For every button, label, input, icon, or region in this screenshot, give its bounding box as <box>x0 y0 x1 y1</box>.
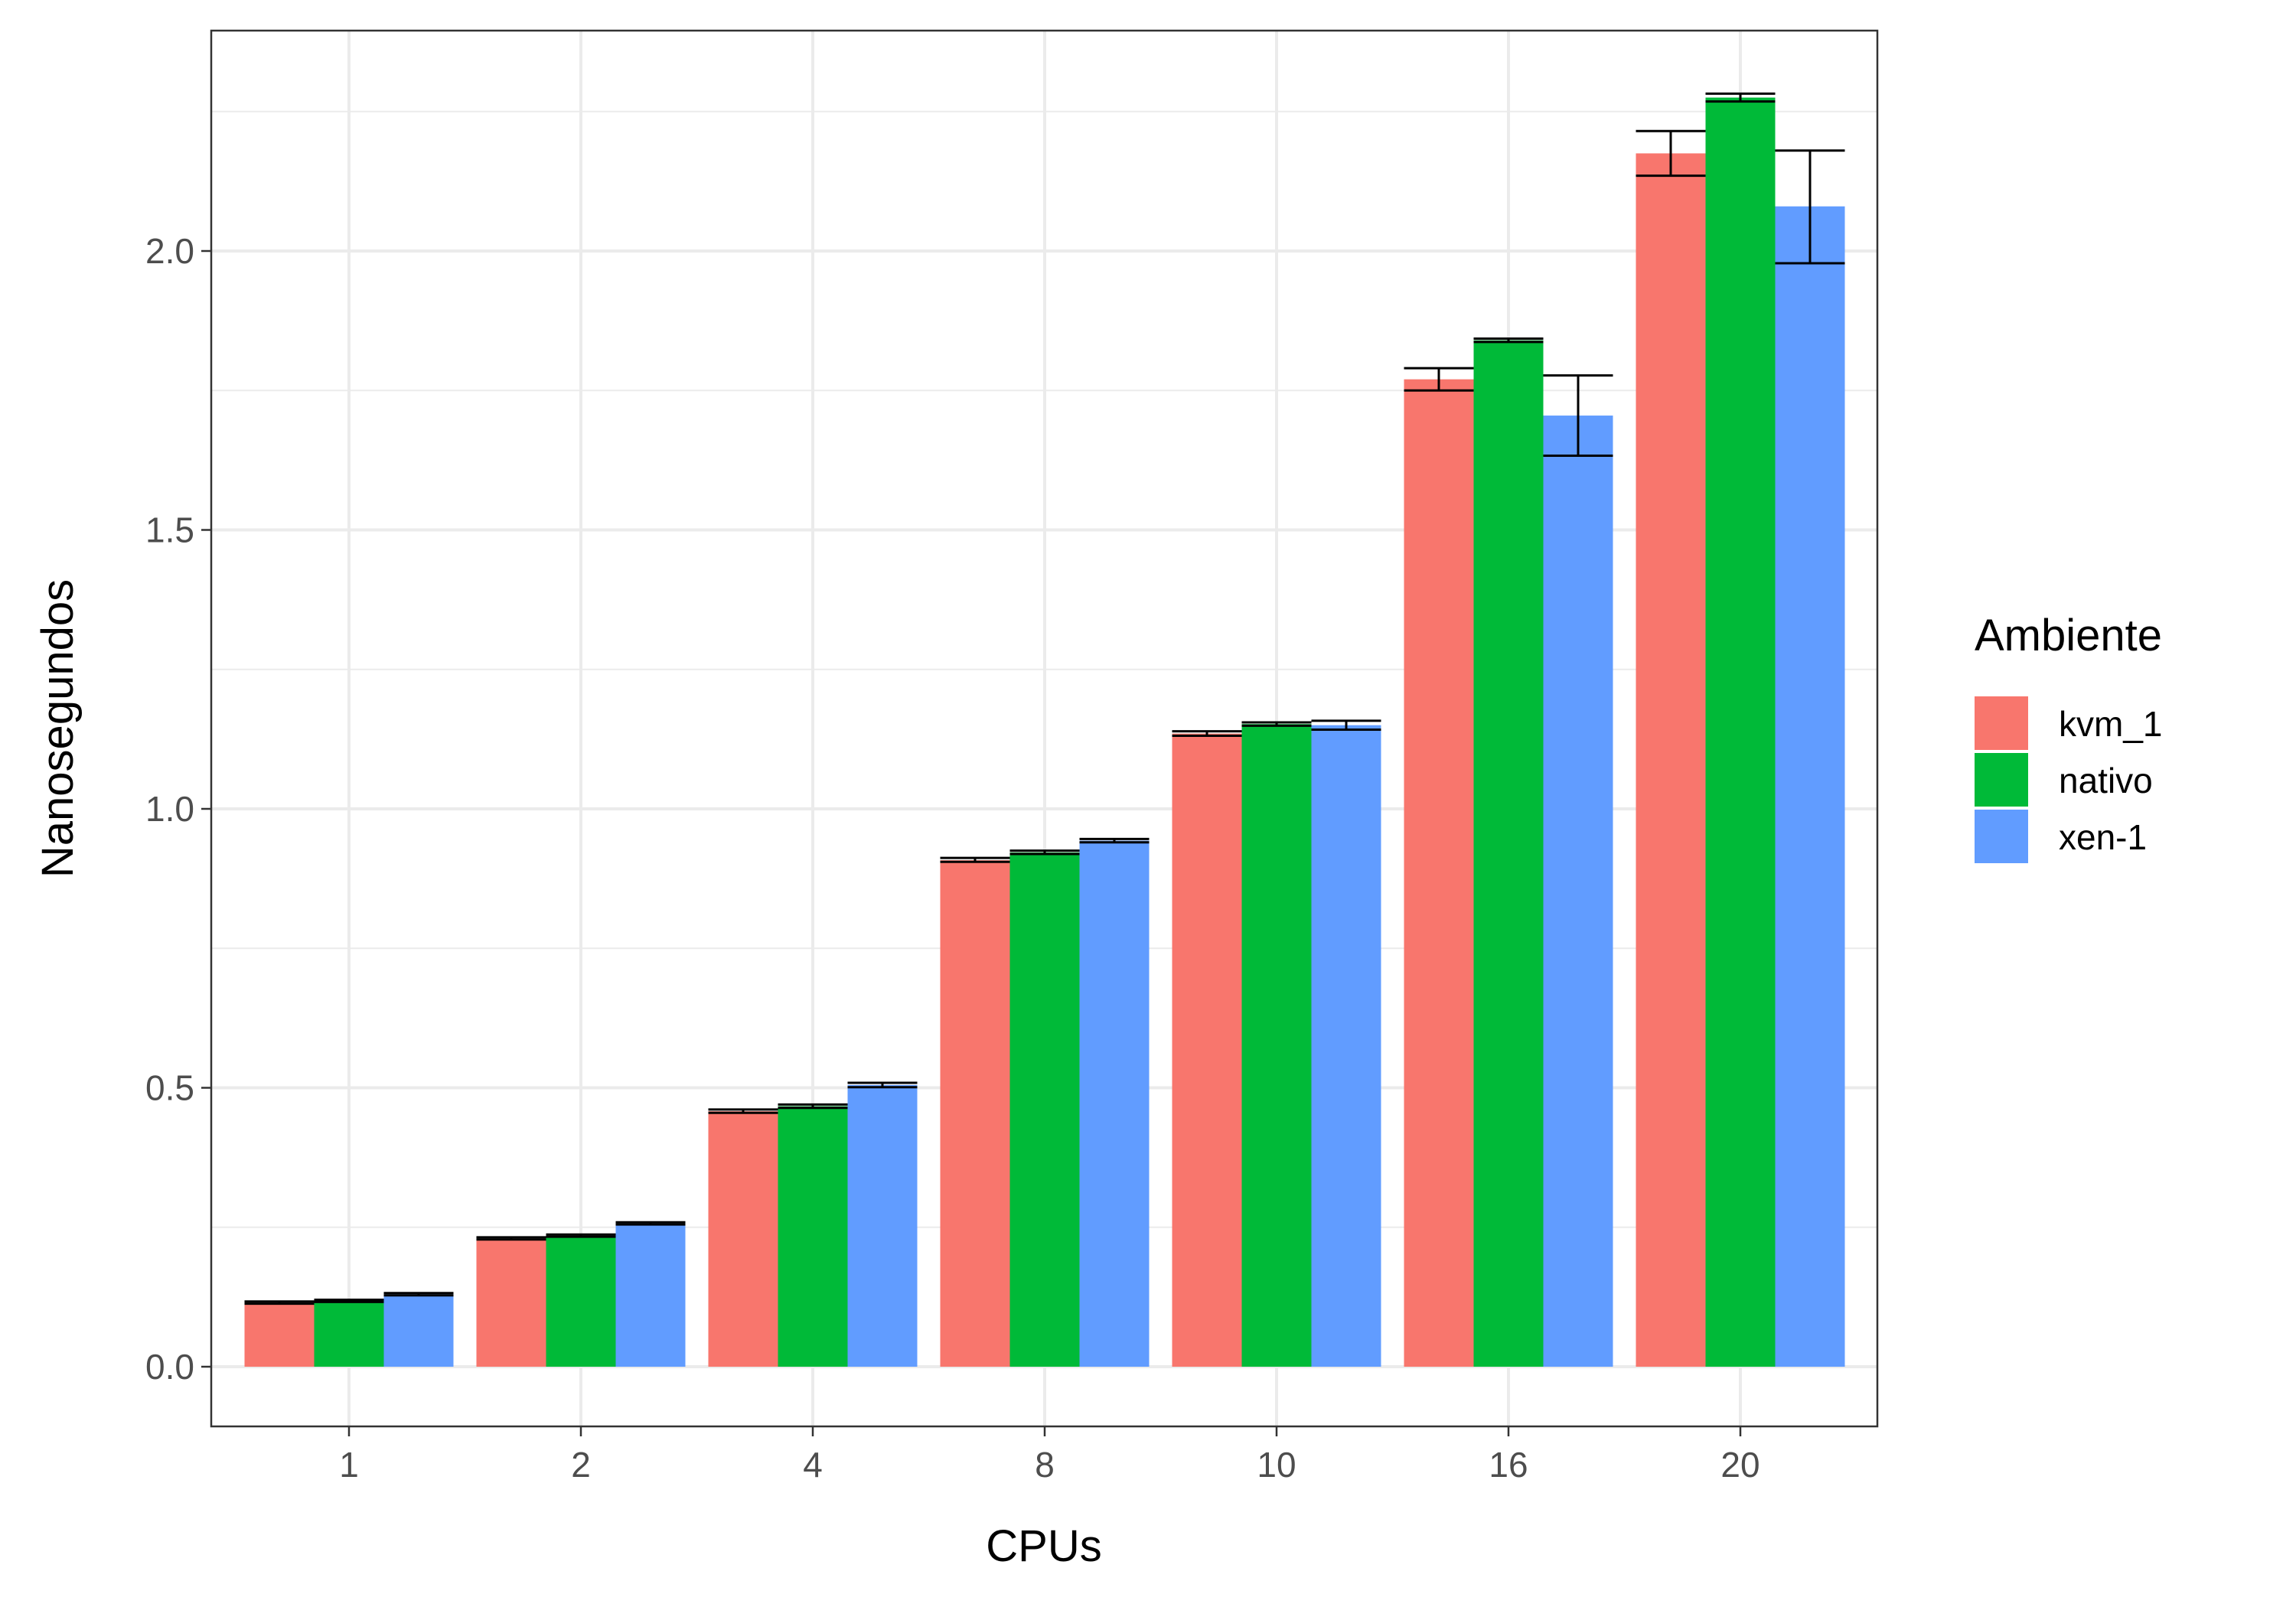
errorbar-nativo-16 <box>1473 337 1544 344</box>
errorbar-kvm_1-4 <box>708 1108 778 1114</box>
bar-xen-1-20 <box>1775 206 1845 1367</box>
bar-group <box>244 97 1845 1367</box>
errorbar-xen-1-4 <box>847 1081 918 1089</box>
errorbar-nativo-2 <box>546 1233 616 1238</box>
x-tick-label: 1 <box>339 1445 359 1485</box>
errorbar-kvm_1-8 <box>940 856 1010 863</box>
errorbar-xen-1-16 <box>1543 374 1613 458</box>
legend-swatch <box>1975 753 2028 807</box>
x-tick-label: 16 <box>1489 1445 1528 1485</box>
legend-swatch <box>1975 696 2028 750</box>
errorbar-xen-1-1 <box>383 1292 454 1297</box>
bar-kvm_1-16 <box>1404 379 1474 1367</box>
errorbar-kvm_1-16 <box>1404 367 1474 392</box>
y-tick-label: 0.0 <box>145 1347 194 1387</box>
x-tick-label: 2 <box>571 1445 591 1485</box>
x-tick-label: 20 <box>1720 1445 1760 1485</box>
legend-item-nativo: nativo <box>1975 753 2153 807</box>
errorbar-kvm_1-20 <box>1636 129 1706 178</box>
bar-nativo-10 <box>1241 724 1312 1367</box>
y-axis: 0.0 0.5 1.0 1.5 2.0 <box>145 231 211 1387</box>
bar-xen-1-8 <box>1079 840 1150 1367</box>
y-tick-label: 2.0 <box>145 231 194 271</box>
bar-xen-1-4 <box>847 1084 918 1367</box>
bar-nativo-20 <box>1705 97 1776 1367</box>
bar-kvm_1-4 <box>708 1111 778 1367</box>
errorbar-kvm_1-1 <box>244 1300 315 1305</box>
legend-label: nativo <box>2059 761 2153 800</box>
errorbar-kvm_1-2 <box>476 1236 546 1241</box>
bar-kvm_1-10 <box>1172 733 1242 1367</box>
y-tick-label: 0.5 <box>145 1068 194 1108</box>
errorbar-nativo-8 <box>1009 849 1080 856</box>
bar-xen-1-16 <box>1543 416 1613 1367</box>
x-axis: 1 2 4 8 10 16 20 <box>339 1426 1760 1485</box>
bar-nativo-1 <box>314 1300 384 1367</box>
bar-xen-1-2 <box>615 1223 686 1367</box>
x-tick-label: 4 <box>803 1445 823 1485</box>
errorbar-xen-1-20 <box>1775 149 1845 265</box>
legend-swatch <box>1975 810 2028 863</box>
bar-nativo-16 <box>1473 340 1544 1367</box>
errorbar-group <box>244 92 1845 1305</box>
x-tick-label: 8 <box>1035 1445 1055 1485</box>
legend-item-kvm_1: kvm_1 <box>1975 696 2162 750</box>
y-axis-title: Nanosegundos <box>33 579 83 878</box>
errorbar-xen-1-8 <box>1079 837 1150 844</box>
x-axis-title: CPUs <box>986 1521 1101 1571</box>
y-tick-label: 1.5 <box>145 510 194 550</box>
errorbar-xen-1-10 <box>1311 719 1381 731</box>
bar-xen-1-1 <box>383 1294 454 1367</box>
legend-label: kvm_1 <box>2059 704 2162 744</box>
legend-label: xen-1 <box>2059 817 2147 857</box>
legend-title: Ambiente <box>1975 611 2162 660</box>
errorbar-nativo-20 <box>1705 92 1776 103</box>
errorbar-nativo-4 <box>778 1103 848 1110</box>
errorbar-xen-1-2 <box>615 1221 686 1226</box>
errorbar-nativo-1 <box>314 1299 384 1303</box>
errorbar-kvm_1-10 <box>1172 730 1242 738</box>
bar-kvm_1-8 <box>940 860 1010 1367</box>
legend-item-xen-1: xen-1 <box>1975 810 2147 863</box>
bar-kvm_1-2 <box>476 1238 546 1367</box>
x-tick-label: 10 <box>1257 1445 1296 1485</box>
errorbar-nativo-10 <box>1241 721 1312 727</box>
y-tick-label: 1.0 <box>145 789 194 829</box>
bar-nativo-2 <box>546 1235 616 1367</box>
bar-kvm_1-20 <box>1636 153 1706 1367</box>
bar-nativo-8 <box>1009 852 1080 1367</box>
bar-kvm_1-1 <box>244 1302 315 1367</box>
bar-xen-1-10 <box>1311 725 1381 1367</box>
bar-nativo-4 <box>778 1106 848 1367</box>
